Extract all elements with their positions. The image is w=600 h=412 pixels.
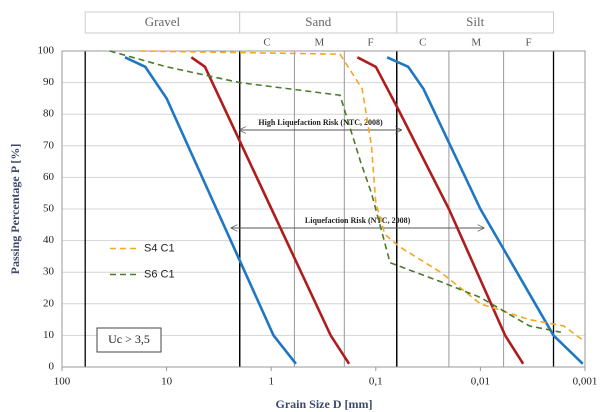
class-label: Gravel <box>145 14 181 29</box>
series-line <box>386 56 584 365</box>
x-tick-label: 0,1 <box>369 376 383 388</box>
class-header <box>396 11 555 34</box>
subclass-label: M <box>314 37 324 49</box>
y-tick-label: 40 <box>43 234 55 246</box>
class-label: Silt <box>466 14 484 29</box>
annotation-text: Liquefaction Risk (NTC, 2008) <box>305 216 411 225</box>
annotation-text: High Liquefaction Risk (NTC, 2008) <box>258 118 383 127</box>
y-tick-label: 70 <box>43 139 55 151</box>
y-tick-label: 30 <box>43 266 55 278</box>
legend-label: S4 C1 <box>144 242 175 254</box>
subclass-label: C <box>419 37 426 49</box>
subclass-label: C <box>263 37 270 49</box>
y-tick-label: 80 <box>43 108 55 120</box>
y-tick-label: 90 <box>43 76 55 88</box>
x-tick-label: 100 <box>54 376 71 388</box>
series-line <box>356 56 525 365</box>
series-line <box>124 56 297 365</box>
x-tick-label: 0,001 <box>573 376 598 388</box>
plot-frame <box>61 50 586 368</box>
subclass-label: F <box>367 37 373 49</box>
y-tick-label: 60 <box>43 171 55 183</box>
series-line <box>190 56 351 365</box>
y-axis-label: Passing Percentage P [%] <box>8 144 22 275</box>
y-tick-label: 0 <box>49 361 55 373</box>
note: Uc > 3,5 <box>108 332 150 346</box>
y-tick-label: 20 <box>43 297 55 309</box>
legend-label: S6 C1 <box>144 268 175 280</box>
class-label: Sand <box>305 14 332 29</box>
x-tick-label: 0,01 <box>471 376 490 388</box>
series-line <box>139 50 586 343</box>
series-line <box>109 50 562 334</box>
x-tick-label: 1 <box>268 376 274 388</box>
x-tick-label: 10 <box>161 376 173 388</box>
note-box <box>96 327 162 353</box>
subclass-label: M <box>471 37 481 49</box>
y-tick-label: 10 <box>43 329 55 341</box>
y-tick-label: 50 <box>43 203 55 215</box>
subclass-label: F <box>525 37 531 49</box>
x-axis-label: Grain Size D [mm] <box>276 397 373 411</box>
y-tick-label: 100 <box>38 45 55 57</box>
